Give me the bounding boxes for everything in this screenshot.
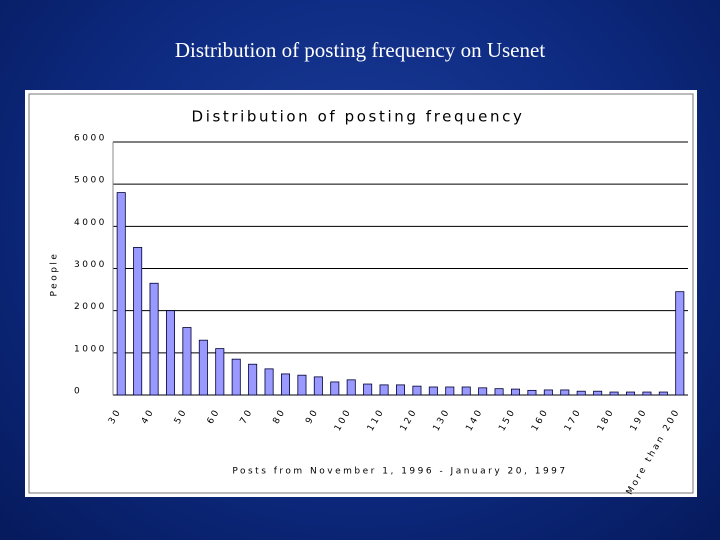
bar [313, 376, 323, 396]
bar [675, 291, 685, 396]
y-tick-label: 3000 [74, 260, 107, 270]
bar [379, 384, 389, 396]
bar [510, 388, 521, 396]
bar [198, 339, 208, 396]
bar [297, 374, 307, 396]
bar [346, 379, 356, 396]
bar [576, 390, 586, 396]
bar [215, 348, 225, 396]
bar [494, 388, 504, 396]
bar [116, 192, 126, 396]
bar [412, 385, 422, 396]
bar [280, 373, 291, 396]
bar [609, 391, 619, 396]
bar [543, 389, 553, 396]
bar [478, 387, 488, 396]
y-tick-label: 0 [74, 387, 82, 397]
chart-panel [25, 90, 697, 497]
bar [527, 389, 537, 396]
y-tick-label: 6000 [74, 134, 107, 144]
bar [264, 368, 274, 396]
bar [428, 386, 438, 396]
bar [625, 391, 636, 396]
y-tick-label: 4000 [74, 218, 107, 228]
bar [445, 386, 455, 396]
bar [642, 391, 652, 396]
y-axis-title: People [50, 252, 60, 297]
bar [133, 247, 143, 396]
bar [560, 389, 570, 396]
bar [182, 327, 192, 396]
chart-frame [28, 93, 694, 494]
chart-title: Distribution of posting frequency [192, 108, 525, 126]
bar [593, 390, 603, 396]
bar [165, 310, 176, 396]
slide-title: Distribution of posting frequency on Use… [174, 38, 546, 62]
bar [395, 384, 406, 396]
x-axis-title: Posts from November 1, 1996 - January 20… [232, 467, 567, 477]
bar [461, 386, 471, 396]
bar [149, 282, 159, 396]
y-tick-label: 5000 [74, 176, 107, 186]
bar [363, 383, 373, 396]
bar [658, 391, 668, 396]
bar [231, 358, 241, 396]
y-tick-label: 1000 [74, 344, 107, 354]
y-tick-label: 2000 [74, 302, 107, 312]
bar [248, 363, 258, 396]
bar [330, 381, 340, 396]
